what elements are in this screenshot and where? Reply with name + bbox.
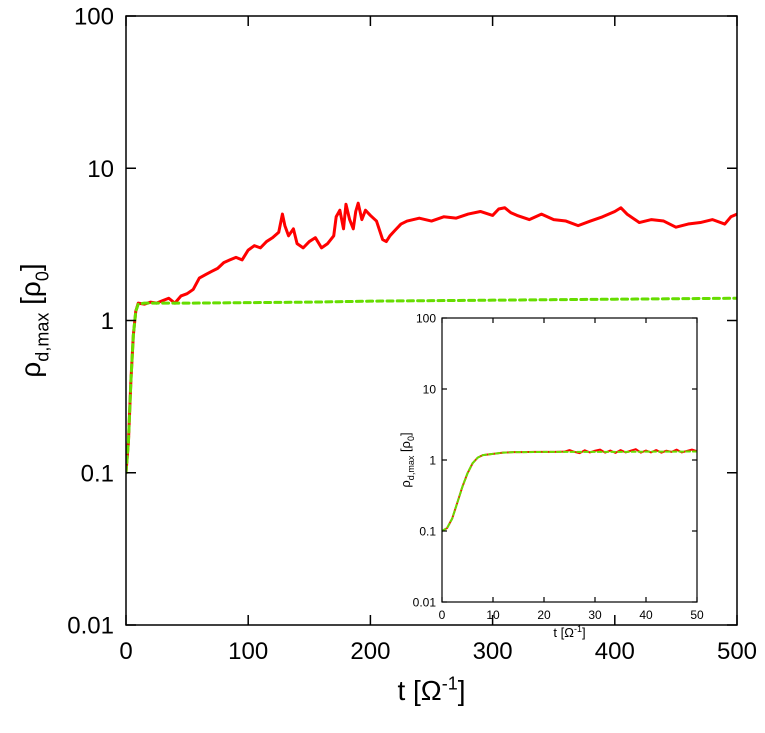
main-x-tick-label: 200: [350, 638, 390, 665]
main-x-axis-label: t [Ω-1]: [397, 673, 465, 706]
inset-x-tick-label: 50: [690, 608, 704, 622]
main-x-tick-label: 300: [473, 638, 513, 665]
main-y-tick-label: 100: [74, 4, 114, 31]
main-x-tick-label: 100: [228, 638, 268, 665]
inset-y-tick-label: 100: [416, 311, 436, 325]
inset-x-tick-label: 10: [486, 608, 500, 622]
inset-series-line-dashed: [442, 450, 697, 532]
main-x-tick-label: 500: [717, 638, 757, 665]
inset-x-tick-label: 20: [537, 608, 551, 622]
inset-x-axis-label: t [Ω-1]: [553, 624, 585, 640]
main-y-axis-label: ρd,max [ρ0]: [15, 263, 52, 377]
main-series-group: [126, 201, 737, 475]
inset-series-group: [442, 448, 697, 532]
inset-y-tick-label: 0.1: [419, 524, 436, 538]
main-y-tick-label: 10: [87, 156, 114, 183]
inset-y-tick-label: 1: [429, 453, 436, 467]
inset-x-tick-label: 40: [639, 608, 653, 622]
main-y-tick-label: 1: [101, 308, 114, 335]
inset-x-tick-label: 30: [588, 608, 602, 622]
inset-x-tick-label: 0: [439, 608, 446, 622]
main-x-tick-label: 400: [595, 638, 635, 665]
inset-plot-area: [442, 318, 697, 602]
main-series-line-solid: [126, 201, 737, 475]
inset-y-tick-label: 10: [423, 382, 437, 396]
inset-y-axis-label: ρd,max [ρ0]: [398, 432, 416, 487]
inset-y-tick-label: 0.01: [413, 595, 437, 609]
main-y-tick-label: 0.01: [67, 613, 114, 640]
main-series-line-dashed: [126, 296, 737, 475]
main-y-tick-label: 0.1: [81, 460, 114, 487]
inset-chart: 0 10 20 30 40 50 0.01 0.1 1 10 100 t [Ω-1] ρd,max [ρ…: [398, 311, 704, 640]
main-x-tick-label: 0: [119, 638, 132, 665]
